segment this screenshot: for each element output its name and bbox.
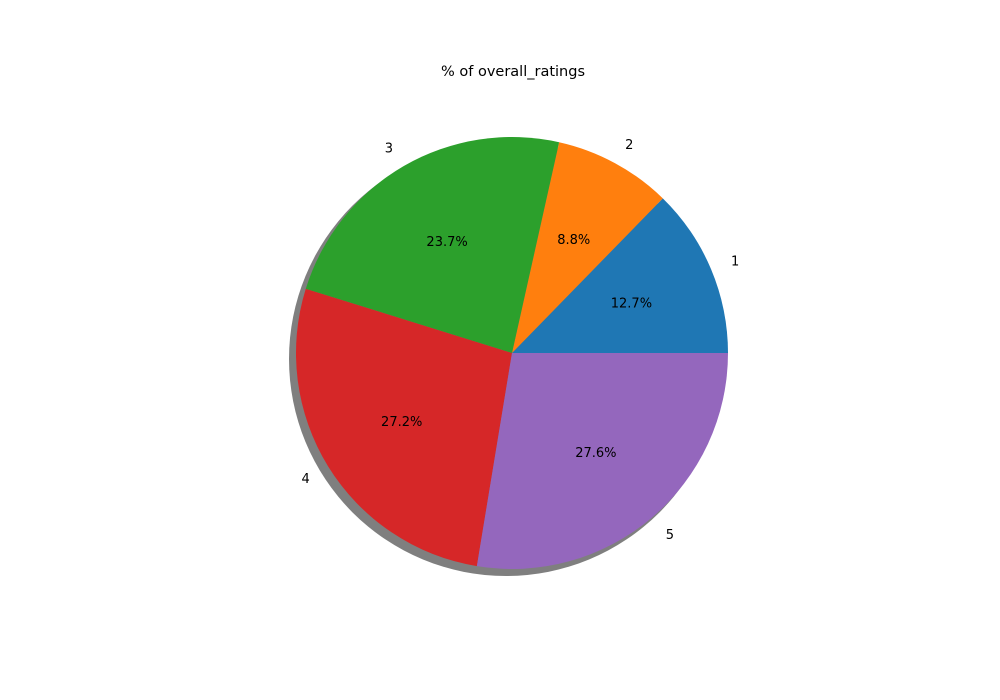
slice-label-5: 5 xyxy=(666,528,674,543)
slice-percent-1: 12.7% xyxy=(611,297,652,312)
chart-title: % of overall_ratings xyxy=(441,64,585,80)
slice-label-2: 2 xyxy=(625,138,633,153)
slice-label-3: 3 xyxy=(385,141,393,156)
pie-slice-5 xyxy=(476,353,728,569)
pie-slice-2 xyxy=(512,142,663,353)
pie-slice-4 xyxy=(296,288,512,567)
slice-percent-4: 27.2% xyxy=(381,415,422,430)
slice-percent-2: 8.8% xyxy=(557,233,590,248)
pie-slice-3 xyxy=(305,137,560,353)
pie-slice-1 xyxy=(512,198,728,353)
slice-percent-3: 23.7% xyxy=(426,235,467,250)
pie-slices xyxy=(296,137,728,569)
slice-label-1: 1 xyxy=(731,255,739,270)
slice-label-4: 4 xyxy=(302,472,310,487)
pie-labels: 1 12.7% 2 8.8% 3 23.7% 4 27.2% 5 27.6% xyxy=(302,138,740,543)
slice-percent-5: 27.6% xyxy=(575,446,616,461)
